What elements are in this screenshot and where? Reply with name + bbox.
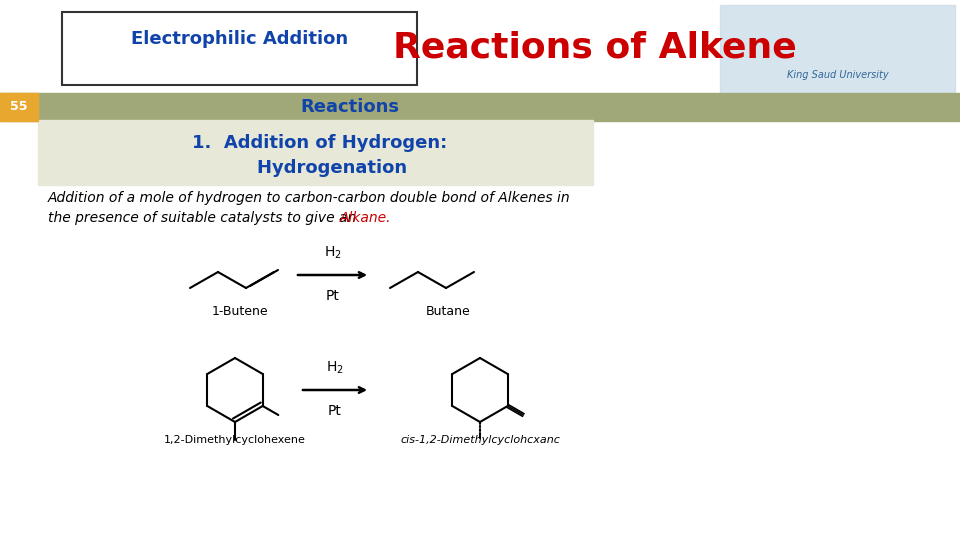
Text: Hydrogenation: Hydrogenation: [232, 159, 408, 177]
Text: Alkane.: Alkane.: [340, 211, 392, 225]
Text: cis-1,2-Dimethylcyclohcxanc: cis-1,2-Dimethylcyclohcxanc: [400, 435, 560, 445]
Bar: [0, 93, 38, 121]
Text: $\mathregular{H_2}$: $\mathregular{H_2}$: [324, 245, 342, 261]
Text: 55: 55: [11, 100, 28, 113]
Bar: [0, 93, 960, 121]
Text: Butane: Butane: [425, 305, 470, 318]
Text: 1-Butene: 1-Butene: [212, 305, 268, 318]
Text: 1.  Addition of Hydrogen:: 1. Addition of Hydrogen:: [192, 134, 447, 152]
Bar: [38, 120, 593, 185]
Bar: [62, 12, 417, 85]
Text: the presence of suitable catalysts to give an: the presence of suitable catalysts to gi…: [48, 211, 361, 225]
Text: Addition of a mole of hydrogen to carbon-carbon double bond of Alkenes in: Addition of a mole of hydrogen to carbon…: [48, 191, 570, 205]
Text: Electrophilic Addition: Electrophilic Addition: [131, 30, 348, 48]
Text: Pt: Pt: [325, 289, 340, 303]
Text: $\mathregular{H_2}$: $\mathregular{H_2}$: [326, 360, 344, 376]
Text: 1,2-Dimethylcyclohexene: 1,2-Dimethylcyclohexene: [164, 435, 306, 445]
Bar: [720, 5, 955, 95]
Text: Reactions: Reactions: [300, 98, 399, 116]
Text: Pt: Pt: [328, 404, 342, 418]
Text: Reactions of Alkene: Reactions of Alkene: [394, 31, 797, 65]
Text: King Saud University: King Saud University: [787, 70, 889, 80]
